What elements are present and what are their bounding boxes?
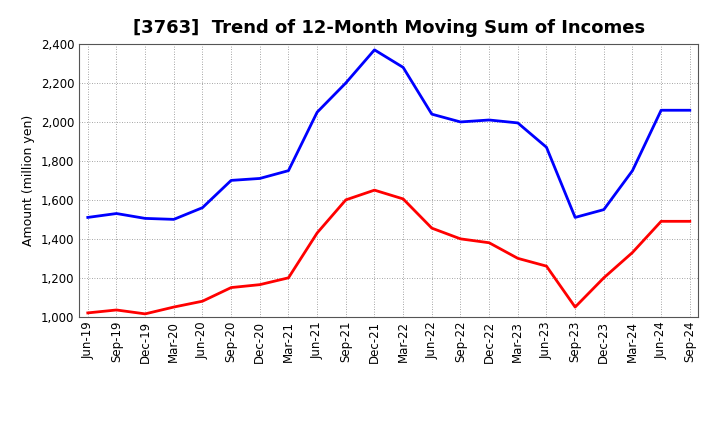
Y-axis label: Amount (million yen): Amount (million yen) (22, 115, 35, 246)
Ordinary Income (312, 110, 321, 115)
Ordinary Income (456, 119, 465, 125)
Net Income (370, 187, 379, 193)
Net Income (571, 304, 580, 310)
Line: Net Income: Net Income (88, 190, 690, 314)
Net Income (284, 275, 293, 280)
Ordinary Income (84, 215, 92, 220)
Ordinary Income (685, 108, 694, 113)
Net Income (84, 310, 92, 315)
Ordinary Income (485, 117, 493, 123)
Ordinary Income (428, 111, 436, 117)
Ordinary Income (284, 168, 293, 173)
Net Income (628, 250, 636, 255)
Ordinary Income (341, 81, 350, 86)
Ordinary Income (256, 176, 264, 181)
Net Income (542, 264, 551, 269)
Net Income (685, 219, 694, 224)
Ordinary Income (628, 168, 636, 173)
Net Income (657, 219, 665, 224)
Net Income (312, 231, 321, 236)
Net Income (600, 275, 608, 280)
Net Income (227, 285, 235, 290)
Ordinary Income (370, 47, 379, 52)
Ordinary Income (542, 145, 551, 150)
Net Income (256, 282, 264, 287)
Ordinary Income (112, 211, 121, 216)
Net Income (513, 256, 522, 261)
Net Income (428, 225, 436, 231)
Net Income (169, 304, 178, 310)
Ordinary Income (399, 65, 408, 70)
Net Income (341, 197, 350, 202)
Net Income (399, 196, 408, 202)
Ordinary Income (513, 120, 522, 125)
Net Income (485, 240, 493, 246)
Ordinary Income (227, 178, 235, 183)
Title: [3763]  Trend of 12-Month Moving Sum of Incomes: [3763] Trend of 12-Month Moving Sum of I… (132, 19, 645, 37)
Ordinary Income (657, 108, 665, 113)
Net Income (198, 299, 207, 304)
Ordinary Income (141, 216, 150, 221)
Net Income (112, 307, 121, 312)
Line: Ordinary Income: Ordinary Income (88, 50, 690, 220)
Ordinary Income (571, 215, 580, 220)
Ordinary Income (198, 205, 207, 210)
Ordinary Income (600, 207, 608, 212)
Ordinary Income (169, 217, 178, 222)
Net Income (141, 311, 150, 316)
Net Income (456, 236, 465, 242)
